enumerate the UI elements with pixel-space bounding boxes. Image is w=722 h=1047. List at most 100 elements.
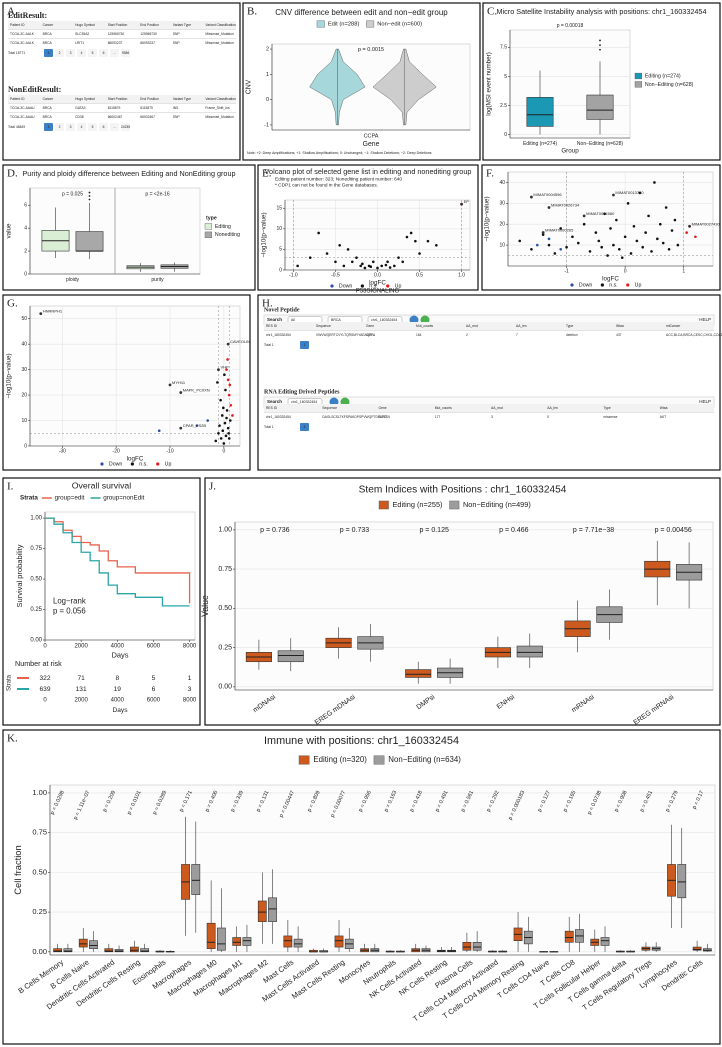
p-value: p = 0.466 xyxy=(499,527,528,534)
legend-label: Non−edit (n=600) xyxy=(377,22,422,28)
table-header: RES ID xyxy=(266,324,278,328)
page-number[interactable]: 4 xyxy=(81,51,83,55)
page-number[interactable]: 9386 xyxy=(122,51,130,55)
point xyxy=(226,378,230,382)
page-number[interactable]: 3 xyxy=(70,51,72,55)
x-tick-label: Editing (n=274) xyxy=(523,141,557,147)
help-link[interactable]: HELP xyxy=(699,399,711,404)
annotation: p = 0.056 xyxy=(53,606,86,615)
y-axis-label: −log10(p−value) xyxy=(261,212,268,257)
risk-x-tick-label: 4000 xyxy=(111,698,125,704)
page-button[interactable] xyxy=(110,123,119,131)
search-label: Search xyxy=(267,399,282,404)
legend-label: Non−Editing (n=628) xyxy=(645,82,694,88)
legend-label: Editing (n=274) xyxy=(645,73,681,79)
legend-key xyxy=(634,72,643,80)
chip-text[interactable]: chr1_160332454 xyxy=(371,318,397,322)
page-button[interactable] xyxy=(44,123,53,131)
box xyxy=(140,948,150,953)
point xyxy=(216,381,219,384)
table-cell: TCGA-3C-AAAU xyxy=(10,106,35,110)
page-number[interactable]: 5 xyxy=(92,51,94,55)
page-number[interactable]: 4 xyxy=(81,125,83,129)
panel-label: J. xyxy=(209,481,216,493)
point xyxy=(219,437,223,440)
page-button[interactable] xyxy=(66,49,75,57)
y-tick-label: 0.25 xyxy=(30,607,42,613)
page-button[interactable] xyxy=(300,423,309,431)
page-number[interactable]: 2 xyxy=(59,125,61,129)
point xyxy=(227,431,230,435)
page-number[interactable]: 3 xyxy=(70,125,72,129)
table-header: Hugo Symbol xyxy=(75,97,95,101)
page-button[interactable] xyxy=(77,49,86,57)
page-button[interactable] xyxy=(88,49,97,57)
legend-key xyxy=(634,81,643,88)
chip-text[interactable]: chr1_160332454 xyxy=(291,400,317,404)
legend-label: Down xyxy=(109,461,123,467)
page-button[interactable] xyxy=(88,123,97,131)
chart-title: Stem Indices with Positions : chr1_16033… xyxy=(359,485,567,496)
point xyxy=(350,260,354,264)
help-link[interactable]: HELP xyxy=(699,317,711,322)
point xyxy=(685,231,688,234)
y-tick-label: 1.00 xyxy=(32,788,47,797)
plot-area xyxy=(29,305,241,447)
page-button[interactable] xyxy=(66,123,75,131)
subtitle: * CDP1 can not be found in the Gene data… xyxy=(275,182,378,188)
page-button[interactable] xyxy=(300,341,309,349)
page-button[interactable] xyxy=(44,49,53,57)
annotated-point xyxy=(226,342,230,346)
page-number[interactable]: 1 xyxy=(48,51,50,55)
page-number[interactable]: ... xyxy=(113,51,116,55)
table-cell: 3 xyxy=(491,415,493,419)
x-tick-label: 0.5 xyxy=(416,272,423,278)
page-number[interactable]: 5 xyxy=(92,125,94,129)
point-label: MIMAT0004596 xyxy=(533,192,562,197)
legend-key xyxy=(204,223,213,230)
point xyxy=(217,431,220,435)
y-tick-label: 0 xyxy=(504,132,507,138)
page-number[interactable]: 2 xyxy=(59,51,61,55)
page-number[interactable]: 24235 xyxy=(121,125,130,129)
box xyxy=(472,941,482,951)
point xyxy=(676,243,680,247)
page-number[interactable]: 1 xyxy=(304,343,306,347)
y-tick-label: 0 xyxy=(24,271,27,277)
y-tick-label: 0.50 xyxy=(32,867,47,876)
page-number[interactable]: 1 xyxy=(48,125,50,129)
risk-count: 8 xyxy=(115,675,119,682)
page-button[interactable] xyxy=(121,49,130,57)
page-number[interactable]: ... xyxy=(113,125,116,129)
page-button[interactable] xyxy=(55,49,64,57)
table-cell: 164 xyxy=(416,333,422,337)
x-tick-label: purity xyxy=(151,277,164,283)
chip-text[interactable]: All xyxy=(291,318,295,322)
page-button[interactable] xyxy=(77,123,86,131)
page-button[interactable] xyxy=(110,49,119,57)
point xyxy=(629,252,633,255)
point xyxy=(603,212,606,216)
y-tick-label: 5 xyxy=(279,247,282,253)
risk-x-tick-label: 8000 xyxy=(183,698,197,704)
table-cell: BRCA xyxy=(43,106,53,110)
page-button[interactable] xyxy=(99,49,108,57)
table-cell: Missense_Mutation xyxy=(205,41,234,45)
y-tick-label: 30 xyxy=(21,367,27,373)
page-button[interactable] xyxy=(99,123,108,131)
box xyxy=(257,900,267,922)
point xyxy=(342,264,346,268)
page-button[interactable] xyxy=(55,123,64,131)
page-button[interactable] xyxy=(121,123,130,131)
table-header: Mut_counts xyxy=(435,406,452,410)
point xyxy=(617,247,621,251)
page-number[interactable]: 1 xyxy=(304,425,306,429)
legend-label: n.s. xyxy=(609,282,617,288)
table-header: Start Position xyxy=(108,97,128,101)
chip-text[interactable]: BRCA xyxy=(331,318,341,322)
table-cell: 177 xyxy=(435,415,441,419)
x-tick-label: -0.5 xyxy=(331,272,340,278)
page-number[interactable]: 6 xyxy=(103,51,105,55)
page-number[interactable]: 6 xyxy=(103,125,105,129)
box xyxy=(89,940,98,949)
